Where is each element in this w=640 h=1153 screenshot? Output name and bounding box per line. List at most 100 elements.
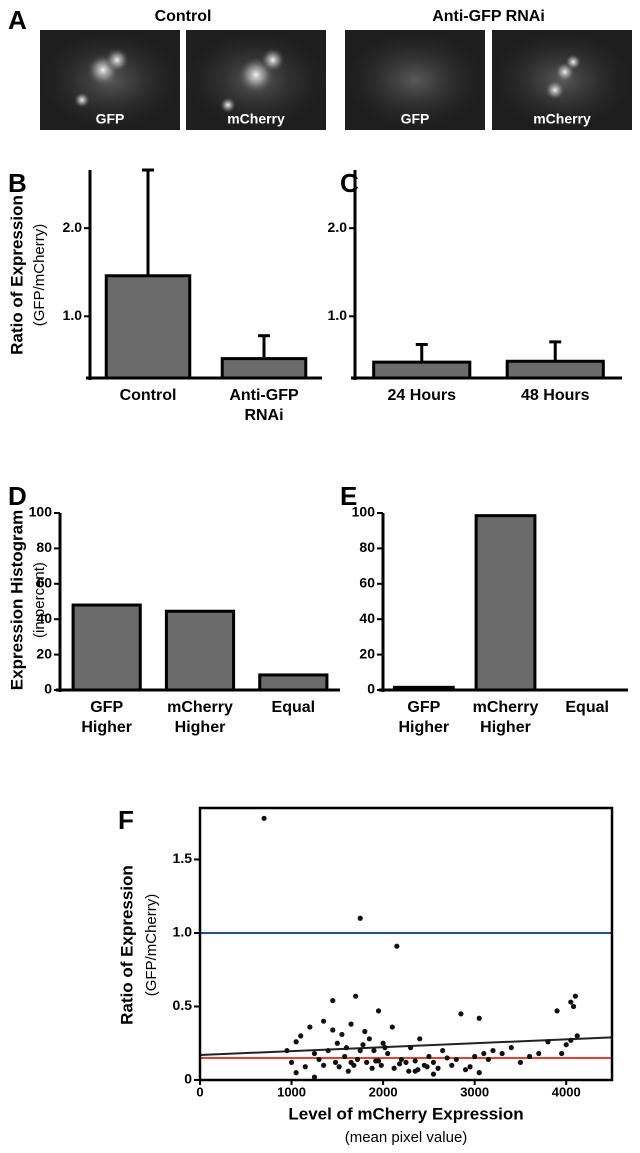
- y-tick-label: 100: [29, 504, 53, 520]
- y-tick-label: 2.0: [63, 219, 83, 235]
- x-tick-label: 0: [196, 1084, 203, 1099]
- point: [424, 1064, 429, 1069]
- bar: [374, 362, 470, 378]
- point: [353, 994, 358, 999]
- point: [413, 1069, 418, 1074]
- trend-line: [200, 1037, 612, 1055]
- x-tick-label: RNAi: [244, 407, 283, 424]
- point: [326, 1048, 331, 1053]
- x-tick-label: 4000: [552, 1084, 581, 1099]
- y-tick-label: 0: [44, 681, 52, 697]
- bar: [106, 276, 190, 378]
- point: [337, 1064, 342, 1069]
- point: [333, 1060, 338, 1065]
- bar: [507, 361, 603, 378]
- point: [390, 1024, 395, 1029]
- point: [413, 1058, 418, 1063]
- point: [370, 1066, 375, 1071]
- bar: [476, 516, 535, 690]
- figure: AControlGFPmCherryAnti-GFP RNAiGFPmCherr…: [0, 0, 640, 1148]
- point: [467, 1064, 472, 1069]
- point: [568, 1038, 573, 1043]
- point: [449, 1063, 454, 1068]
- x-tick-label: Higher: [480, 719, 531, 736]
- x-tick-label: Control: [120, 387, 177, 404]
- y-tick-label: 2.0: [328, 219, 348, 235]
- y-tick-label: 80: [359, 539, 375, 555]
- point: [431, 1072, 436, 1077]
- point: [284, 1048, 289, 1053]
- y-tick-label: 100: [352, 504, 376, 520]
- point: [355, 1057, 360, 1062]
- point: [358, 916, 363, 921]
- bar: [73, 605, 140, 690]
- point: [454, 1057, 459, 1062]
- point: [376, 1008, 381, 1013]
- point: [509, 1045, 514, 1050]
- y-axis-label: Ratio of Expression: [7, 195, 26, 355]
- point: [346, 1069, 351, 1074]
- panel-letter: D: [8, 481, 27, 511]
- y-axis-sublabel: (GFP/mCherry): [143, 894, 160, 997]
- point: [486, 1057, 491, 1062]
- point: [545, 1039, 550, 1044]
- point: [481, 1051, 486, 1056]
- point: [348, 1060, 353, 1065]
- point: [367, 1036, 372, 1041]
- y-tick-label: 0.5: [173, 997, 193, 1013]
- y-tick-label: 0: [184, 1071, 192, 1087]
- y-tick-label: 60: [36, 575, 52, 591]
- x-tick-label: GFP: [90, 699, 123, 716]
- group-title: Control: [155, 8, 212, 25]
- x-tick-label: Anti-GFP: [229, 387, 299, 404]
- point: [477, 1016, 482, 1021]
- point: [472, 1054, 477, 1059]
- cell: [545, 80, 565, 100]
- y-tick-label: 40: [36, 610, 52, 626]
- cell: [565, 54, 581, 70]
- point: [371, 1048, 376, 1053]
- point: [445, 1055, 450, 1060]
- x-tick-label: GFP: [407, 699, 440, 716]
- x-tick-label: Higher: [398, 719, 449, 736]
- point: [477, 1070, 482, 1075]
- point: [394, 944, 399, 949]
- point: [289, 1060, 294, 1065]
- page: AControlGFPmCherryAnti-GFP RNAiGFPmCherr…: [0, 0, 640, 1153]
- cell: [261, 48, 285, 72]
- point: [321, 1063, 326, 1068]
- point: [294, 1039, 299, 1044]
- image-label: GFP: [401, 111, 430, 127]
- point: [527, 1054, 532, 1059]
- y-tick-label: 80: [36, 539, 52, 555]
- y-axis-sublabel: (GFP/mCherry): [31, 224, 48, 327]
- cell: [74, 92, 90, 108]
- point: [397, 1061, 402, 1066]
- x-tick-label: 24 Hours: [388, 387, 457, 404]
- y-tick-label: 1.0: [63, 307, 83, 323]
- y-tick-label: 1.5: [173, 850, 193, 866]
- x-tick-label: Higher: [81, 719, 132, 736]
- image-label: mCherry: [533, 111, 591, 127]
- point: [298, 1033, 303, 1038]
- point: [458, 1011, 463, 1016]
- bar: [260, 675, 327, 690]
- point: [408, 1045, 413, 1050]
- y-tick-label: 1.0: [328, 307, 348, 323]
- x-tick-label: Higher: [175, 719, 226, 736]
- point: [294, 1070, 299, 1075]
- group-title: Anti-GFP RNAi: [432, 8, 545, 25]
- bar: [166, 611, 233, 690]
- point: [426, 1054, 431, 1059]
- x-tick-label: Equal: [272, 699, 316, 716]
- point: [564, 1042, 569, 1047]
- point: [261, 816, 266, 821]
- y-axis-sublabel: (in percent): [31, 562, 48, 638]
- point: [568, 999, 573, 1004]
- point: [360, 1042, 365, 1047]
- x-axis-sublabel: (mean pixel value): [345, 1129, 468, 1146]
- cell: [105, 48, 129, 72]
- point: [376, 1058, 381, 1063]
- point: [358, 1048, 363, 1053]
- point: [321, 1019, 326, 1024]
